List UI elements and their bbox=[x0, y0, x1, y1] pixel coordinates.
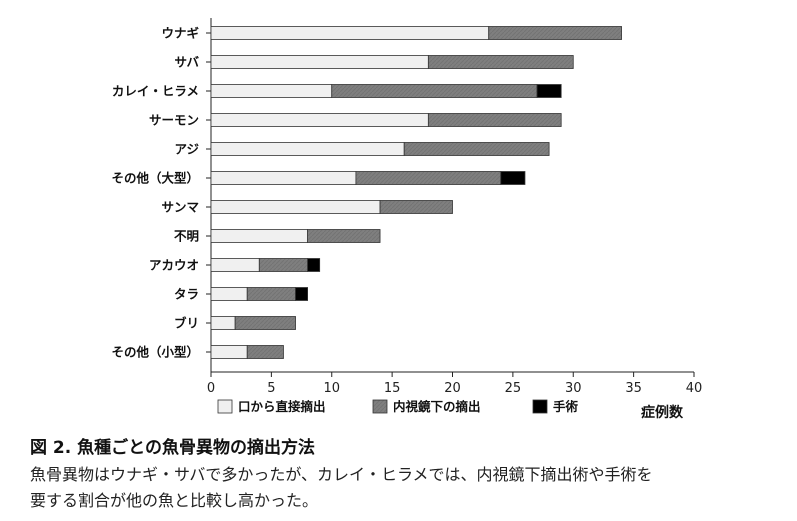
legend-label: 口から直接摘出 bbox=[238, 399, 326, 414]
category-label: サンマ bbox=[161, 200, 199, 215]
bar-segment bbox=[307, 229, 381, 243]
bar-segment bbox=[427, 113, 562, 127]
x-tick-label: 35 bbox=[625, 381, 642, 396]
category-label: その他（大型） bbox=[111, 171, 199, 186]
legend-swatch bbox=[372, 399, 388, 414]
category-label: ウナギ bbox=[161, 26, 199, 41]
bar-segment bbox=[403, 142, 550, 156]
x-tick-label: 10 bbox=[323, 381, 340, 396]
bar-segment bbox=[210, 229, 308, 243]
bar-segment bbox=[379, 200, 453, 214]
x-tick-label: 5 bbox=[267, 381, 275, 396]
figure-caption-text: 魚骨異物はウナギ・サバで多かったが、カレイ・ヒラメでは、内視鏡下摘出術や手術を … bbox=[30, 462, 790, 514]
bar-segment bbox=[210, 113, 429, 127]
bar-segment bbox=[427, 55, 574, 69]
x-tick-label: 20 bbox=[444, 381, 461, 396]
bar-segment bbox=[355, 171, 502, 185]
bar-segment bbox=[536, 84, 562, 98]
x-tick-label: 30 bbox=[565, 381, 582, 396]
bar-segment bbox=[210, 26, 490, 40]
legend-swatch bbox=[532, 399, 548, 414]
category-label: アカウオ bbox=[149, 258, 199, 273]
bar-segment bbox=[246, 287, 296, 301]
bar-segment bbox=[210, 84, 333, 98]
legend-label: 手術 bbox=[553, 399, 579, 414]
bar-segment bbox=[210, 55, 429, 69]
category-label: サバ bbox=[174, 55, 199, 70]
bar-segment bbox=[258, 258, 308, 272]
category-label: アジ bbox=[174, 142, 199, 157]
figure-caption-title: 図 2. 魚種ごとの魚骨異物の摘出方法 bbox=[30, 438, 315, 458]
x-tick-label: 40 bbox=[686, 381, 703, 396]
category-label: タラ bbox=[174, 287, 199, 302]
bar-segment bbox=[210, 287, 248, 301]
legend-swatch bbox=[217, 399, 233, 414]
legend: 口から直接摘出 内視鏡下の摘出 手術 bbox=[217, 399, 579, 414]
bar-segment bbox=[246, 345, 284, 359]
bar-segment bbox=[210, 171, 357, 185]
caption-line-2: 要する割合が他の魚と比較し高かった。 bbox=[30, 491, 319, 510]
caption-line-1: 魚骨異物はウナギ・サバで多かったが、カレイ・ヒラメでは、内視鏡下摘出術や手術を bbox=[30, 465, 653, 484]
x-axis-title: 症例数 bbox=[641, 404, 684, 421]
category-label: 不明 bbox=[174, 229, 199, 244]
category-label: ブリ bbox=[174, 316, 199, 331]
legend-label: 内視鏡下の摘出 bbox=[393, 399, 481, 414]
x-tick-label: 25 bbox=[505, 381, 522, 396]
bar-segment bbox=[210, 316, 236, 330]
bar-segment bbox=[295, 287, 308, 301]
bar-segment bbox=[210, 345, 248, 359]
bar-segment bbox=[488, 26, 622, 40]
bar-segment bbox=[210, 258, 260, 272]
bar-segment bbox=[500, 171, 526, 185]
x-tick-label: 0 bbox=[207, 381, 215, 396]
x-tick-label: 15 bbox=[384, 381, 401, 396]
category-label: カレイ・ヒラメ bbox=[112, 84, 199, 99]
bar-segment bbox=[307, 258, 321, 272]
bar-segment bbox=[210, 200, 381, 214]
category-label: サーモン bbox=[149, 113, 199, 128]
category-label: その他（小型） bbox=[111, 345, 199, 360]
bar-segment bbox=[234, 316, 296, 330]
bar-segment bbox=[210, 142, 405, 156]
bar-segment bbox=[331, 84, 538, 98]
